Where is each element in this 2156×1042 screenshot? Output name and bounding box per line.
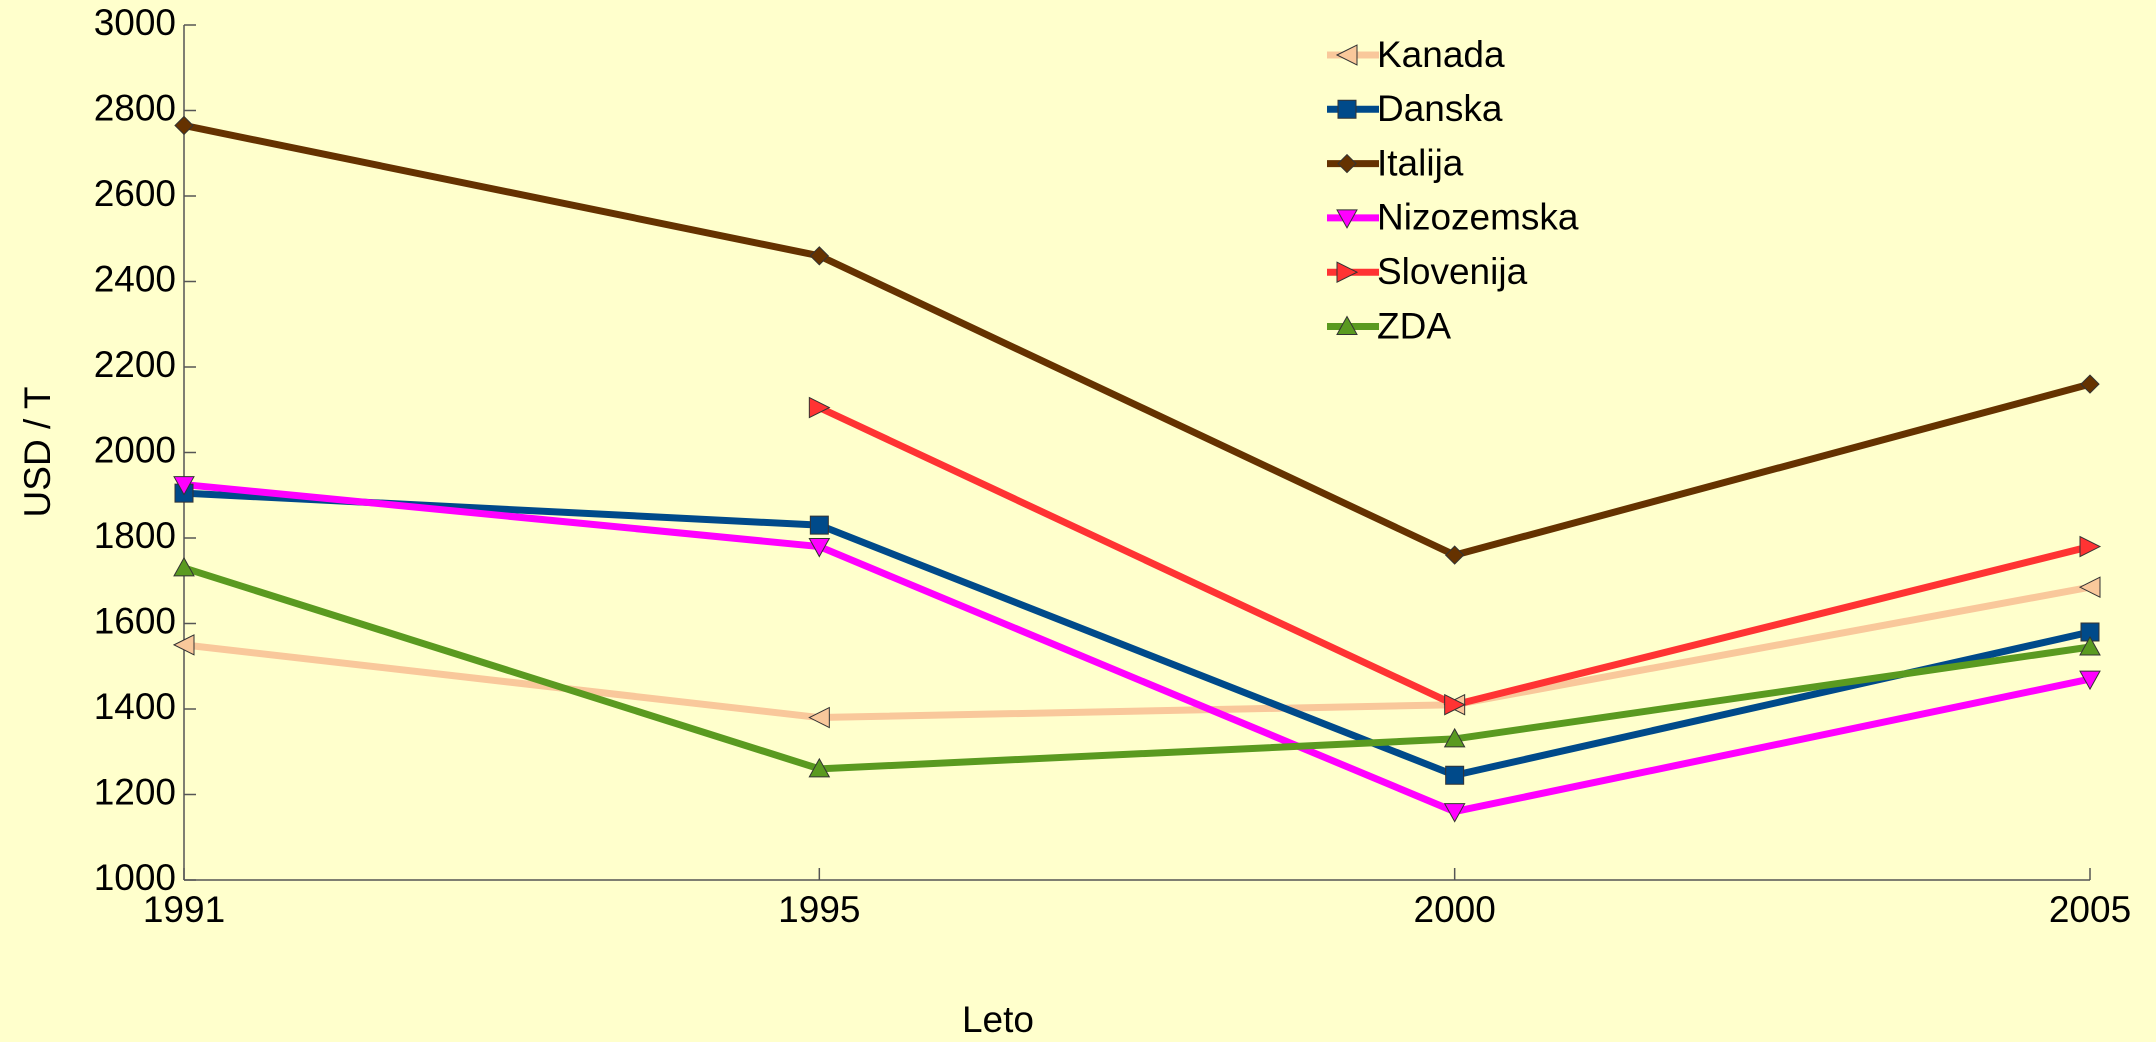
series-line: [183, 122, 2091, 559]
legend-label: Italija: [1377, 142, 1464, 183]
y-tick-label: 2600: [94, 173, 176, 214]
x-tick-label: 1991: [143, 889, 225, 930]
legend-marker: [1335, 44, 1358, 66]
legend-marker: [1336, 261, 1359, 284]
data-point: [1443, 727, 1466, 748]
data-point: [808, 538, 831, 558]
legend-label: ZDA: [1377, 305, 1451, 346]
data-point: [2080, 622, 2100, 642]
y-tick-label: 2200: [94, 344, 176, 385]
legend-label: Slovenija: [1377, 251, 1528, 292]
data-point: [808, 757, 831, 778]
y-tick-label: 1000: [94, 857, 176, 898]
data-point: [173, 476, 195, 496]
y-tick-label: 1400: [94, 686, 176, 727]
x-tick-label: 2000: [1414, 889, 1496, 930]
y-tick-label: 2000: [94, 429, 176, 470]
x-tick-label: 2005: [2049, 889, 2131, 930]
series-line: [183, 481, 2091, 816]
y-tick-label: 2800: [94, 87, 176, 128]
data-point: [2079, 635, 2101, 656]
data-point: [173, 556, 195, 577]
y-axis-label: USD / T: [17, 387, 58, 518]
data-point: [1444, 545, 1465, 565]
legend-marker: [1337, 99, 1357, 119]
x-tick-label: 1995: [778, 889, 860, 930]
data-point: [2079, 535, 2102, 558]
data-point: [1444, 693, 1466, 716]
legend-marker: [1336, 209, 1358, 229]
x-axis-label: Leto: [962, 999, 1034, 1040]
data-point: [808, 396, 831, 419]
data-point: [2080, 374, 2100, 394]
series-line: [183, 489, 2091, 779]
legend-label: Kanada: [1377, 34, 1505, 75]
data-point: [1443, 803, 1466, 823]
legend-label: Nizozemska: [1377, 197, 1579, 238]
data-point: [172, 634, 195, 656]
data-point: [174, 115, 194, 136]
series-line: [182, 564, 2091, 773]
data-point: [809, 246, 830, 266]
series-line: [183, 583, 2091, 722]
y-tick-label: 1200: [94, 771, 176, 812]
data-point: [2078, 576, 2101, 598]
y-tick-label: 1800: [94, 515, 176, 556]
data-point: [809, 515, 829, 535]
legend-label: Danska: [1377, 88, 1503, 129]
legend-marker: [1336, 315, 1358, 335]
legend-marker: [1337, 153, 1357, 174]
y-tick-label: 3000: [94, 2, 176, 43]
data-point: [808, 706, 830, 729]
data-point: [1445, 765, 1465, 785]
data-point: [2079, 670, 2101, 691]
y-tick-label: 2400: [94, 258, 176, 299]
y-tick-label: 1600: [94, 600, 176, 641]
